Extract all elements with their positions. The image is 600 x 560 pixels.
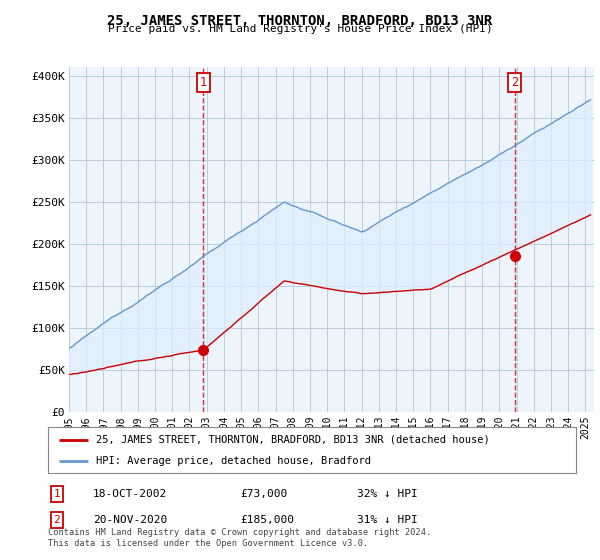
Text: 31% ↓ HPI: 31% ↓ HPI: [357, 515, 418, 525]
Text: £73,000: £73,000: [240, 489, 287, 499]
Text: 20-NOV-2020: 20-NOV-2020: [93, 515, 167, 525]
Text: 2: 2: [53, 515, 61, 525]
Text: Price paid vs. HM Land Registry's House Price Index (HPI): Price paid vs. HM Land Registry's House …: [107, 24, 493, 34]
Text: 2: 2: [511, 76, 518, 89]
Text: Contains HM Land Registry data © Crown copyright and database right 2024.
This d: Contains HM Land Registry data © Crown c…: [48, 528, 431, 548]
Text: 25, JAMES STREET, THORNTON, BRADFORD, BD13 3NR: 25, JAMES STREET, THORNTON, BRADFORD, BD…: [107, 14, 493, 28]
Text: HPI: Average price, detached house, Bradford: HPI: Average price, detached house, Brad…: [95, 456, 371, 466]
Text: 1: 1: [200, 76, 207, 89]
Text: 18-OCT-2002: 18-OCT-2002: [93, 489, 167, 499]
Text: £185,000: £185,000: [240, 515, 294, 525]
Text: 25, JAMES STREET, THORNTON, BRADFORD, BD13 3NR (detached house): 25, JAMES STREET, THORNTON, BRADFORD, BD…: [95, 435, 489, 445]
Text: 1: 1: [53, 489, 61, 499]
Text: 32% ↓ HPI: 32% ↓ HPI: [357, 489, 418, 499]
